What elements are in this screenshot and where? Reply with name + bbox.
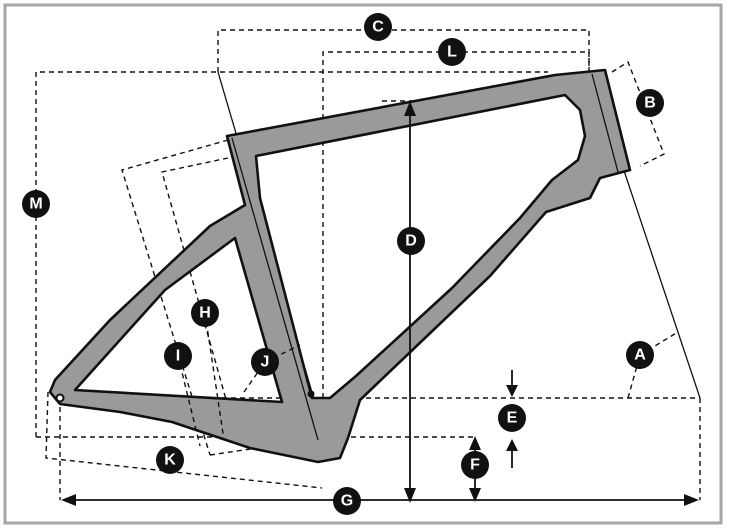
dimension-arrows <box>61 101 699 506</box>
reference-lines <box>35 29 701 500</box>
badge-k: K <box>156 446 184 474</box>
dimension-f-arrowhead-bottom <box>469 488 481 502</box>
badge-h-circle <box>191 299 219 327</box>
badge-b-circle <box>636 89 664 117</box>
badge-d-circle <box>397 227 425 255</box>
label-h: H <box>199 305 211 322</box>
label-d: D <box>405 233 417 250</box>
label-a-leader-upper <box>639 331 679 356</box>
bottom-bracket-dot <box>307 390 315 398</box>
bike-frame <box>48 68 632 464</box>
badge-k-circle <box>156 446 184 474</box>
badge-a: A <box>626 341 654 369</box>
badge-e-circle <box>498 404 526 432</box>
label-g: G <box>341 493 353 510</box>
badge-c-circle <box>364 13 392 41</box>
badge-d: D <box>397 227 425 255</box>
badge-g: G <box>333 487 361 515</box>
diagram-border <box>3 3 723 525</box>
label-b: B <box>644 95 656 112</box>
badge-c: C <box>364 13 392 41</box>
label-e: E <box>507 410 518 427</box>
seat-tube-box-inner <box>161 157 239 443</box>
dimension-e-arrowhead-top <box>506 385 518 397</box>
label-j-leader-upper <box>264 344 301 363</box>
badge-i: I <box>164 342 192 370</box>
label-f: F <box>470 457 480 474</box>
badge-f-circle <box>461 451 489 479</box>
chainstay-length-line <box>45 391 323 489</box>
badge-j-circle <box>251 348 279 376</box>
label-k: K <box>164 452 176 469</box>
label-h-leader <box>204 312 225 441</box>
badge-j: J <box>251 348 279 376</box>
badge-h: H <box>191 299 219 327</box>
badge-l: L <box>438 38 466 66</box>
badge-m-circle <box>22 190 50 218</box>
dimension-d-arrowhead-top <box>404 101 416 116</box>
seat-tube-centerline <box>231 137 319 441</box>
head-tube-box <box>611 60 665 167</box>
label-i: I <box>176 348 180 365</box>
dimension-m-line <box>35 71 548 437</box>
dimension-c-line <box>217 29 590 72</box>
label-m: M <box>29 196 42 213</box>
badge-e: E <box>498 404 526 432</box>
dimension-g-arrowhead-right <box>684 494 699 506</box>
dimension-d-arrowhead-bottom <box>404 488 416 503</box>
badge-i-circle <box>164 342 192 370</box>
dimension-f-arrowhead-top <box>469 436 481 450</box>
label-c: C <box>372 19 384 36</box>
dimension-e-arrowhead-bottom <box>506 439 518 451</box>
label-a: A <box>634 347 646 364</box>
badge-l-circle <box>438 38 466 66</box>
label-i-leader <box>177 355 201 447</box>
badge-b: B <box>636 89 664 117</box>
label-j: J <box>261 354 270 371</box>
badge-m: M <box>22 190 50 218</box>
badge-f: F <box>461 451 489 479</box>
label-l: L <box>447 44 457 61</box>
badge-a-circle <box>626 341 654 369</box>
rear-axle-dot <box>55 393 65 403</box>
head-tube-centerline <box>591 73 619 173</box>
dimension-g-arrowhead-left <box>61 494 76 506</box>
badge-g-circle <box>333 487 361 515</box>
